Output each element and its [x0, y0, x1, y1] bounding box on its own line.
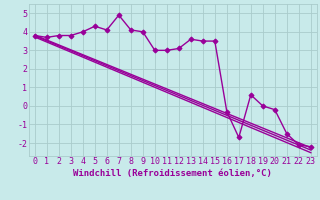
X-axis label: Windchill (Refroidissement éolien,°C): Windchill (Refroidissement éolien,°C) [73, 169, 272, 178]
